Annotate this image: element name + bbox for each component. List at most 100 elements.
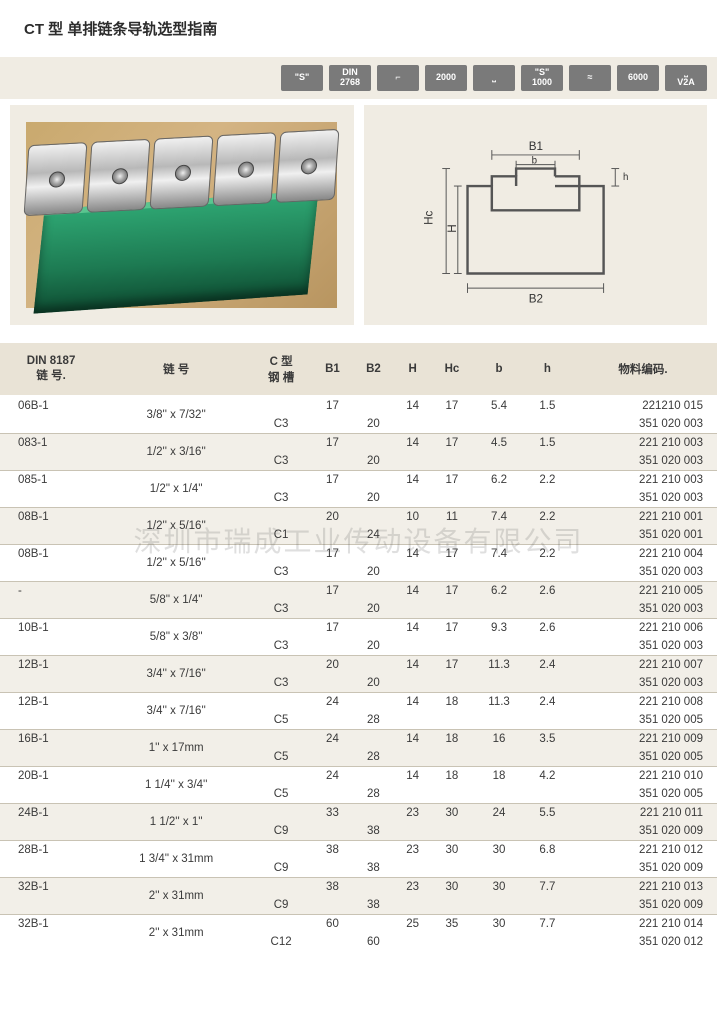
table-cell bbox=[472, 600, 525, 619]
table-cell: 5.5 bbox=[526, 804, 569, 823]
table-cell: 17 bbox=[431, 471, 472, 490]
table-cell: 3/4'' x 7/16'' bbox=[102, 656, 250, 693]
table-cell bbox=[526, 785, 569, 804]
table-cell bbox=[472, 748, 525, 767]
table-cell bbox=[526, 489, 569, 508]
table-cell bbox=[394, 415, 432, 434]
table-cell bbox=[312, 526, 353, 545]
table-cell bbox=[526, 600, 569, 619]
table-cell bbox=[394, 637, 432, 656]
table-cell: 221 210 005 bbox=[569, 582, 717, 601]
table-row: 06B-13/8'' x 7/32''1714175.41.5221210 01… bbox=[0, 396, 717, 415]
table-cell: 17 bbox=[431, 619, 472, 638]
chain-link bbox=[276, 129, 340, 203]
chain-link bbox=[87, 138, 151, 212]
dim-label-b1: B1 bbox=[528, 140, 542, 153]
table-cell: 20 bbox=[353, 674, 394, 693]
table-cell bbox=[353, 582, 394, 601]
table-cell bbox=[0, 785, 102, 804]
table-cell bbox=[250, 841, 312, 860]
table-cell bbox=[353, 767, 394, 786]
table-header-cell: 链 号 bbox=[102, 343, 250, 396]
table-cell: C5 bbox=[250, 748, 312, 767]
table-cell bbox=[431, 637, 472, 656]
table-cell: 32B-1 bbox=[0, 915, 102, 934]
table-cell bbox=[472, 859, 525, 878]
table-cell bbox=[394, 859, 432, 878]
table-cell: 221 210 004 bbox=[569, 545, 717, 564]
table-cell bbox=[0, 526, 102, 545]
table-cell: 351 020 003 bbox=[569, 600, 717, 619]
table-cell bbox=[472, 452, 525, 471]
table-cell: 221 210 007 bbox=[569, 656, 717, 675]
table-cell: 7.7 bbox=[526, 878, 569, 897]
table-cell: 351 020 012 bbox=[569, 933, 717, 951]
table-cell: 2.2 bbox=[526, 508, 569, 527]
table-cell: 17 bbox=[312, 471, 353, 490]
table-cell: 1/2'' x 3/16'' bbox=[102, 434, 250, 471]
table-cell: 351 020 009 bbox=[569, 859, 717, 878]
table-cell: 1/2'' x 1/4'' bbox=[102, 471, 250, 508]
table-cell bbox=[472, 785, 525, 804]
table-cell: 221 210 001 bbox=[569, 508, 717, 527]
table-cell: 221 210 013 bbox=[569, 878, 717, 897]
table-cell: 18 bbox=[431, 767, 472, 786]
table-cell: 30 bbox=[472, 841, 525, 860]
table-cell: 3/8'' x 7/32'' bbox=[102, 396, 250, 434]
table-cell: C12 bbox=[250, 933, 312, 951]
table-cell: 221 210 006 bbox=[569, 619, 717, 638]
table-cell bbox=[312, 600, 353, 619]
table-cell: 221 210 003 bbox=[569, 434, 717, 453]
table-cell bbox=[250, 471, 312, 490]
table-cell bbox=[353, 508, 394, 527]
table-cell: C9 bbox=[250, 859, 312, 878]
table-cell: 20 bbox=[312, 508, 353, 527]
table-cell: 083-1 bbox=[0, 434, 102, 453]
table-row: 28B-11 3/4'' x 31mm382330306.8221 210 01… bbox=[0, 841, 717, 860]
table-header-cell: B2 bbox=[353, 343, 394, 396]
product-photo bbox=[22, 118, 341, 312]
table-cell bbox=[0, 415, 102, 434]
table-cell: 18 bbox=[431, 730, 472, 749]
page-title: CT 型 单排链条导轨选型指南 bbox=[0, 0, 717, 57]
spec-badge: ⌐ bbox=[377, 65, 419, 91]
table-cell: 24 bbox=[353, 526, 394, 545]
dimension-diagram: B1 b h Hc H B2 bbox=[376, 118, 695, 312]
table-cell bbox=[472, 933, 525, 951]
table-cell: 2.6 bbox=[526, 619, 569, 638]
table-cell: 16 bbox=[472, 730, 525, 749]
table-cell bbox=[472, 415, 525, 434]
table-cell: 1'' x 17mm bbox=[102, 730, 250, 767]
table-cell: 351 020 009 bbox=[569, 896, 717, 915]
table-cell bbox=[431, 859, 472, 878]
table-cell: 351 020 005 bbox=[569, 711, 717, 730]
chain-link bbox=[213, 132, 277, 206]
table-cell: 14 bbox=[394, 434, 432, 453]
table-header-cell: B1 bbox=[312, 343, 353, 396]
spec-badge: ⎵V2A bbox=[665, 65, 707, 91]
table-cell: 30 bbox=[472, 915, 525, 934]
table-cell: 30 bbox=[472, 878, 525, 897]
table-cell bbox=[0, 859, 102, 878]
table-cell: 24 bbox=[472, 804, 525, 823]
table-cell bbox=[312, 415, 353, 434]
table-cell: 2.4 bbox=[526, 693, 569, 712]
table-cell bbox=[312, 711, 353, 730]
table-cell: 08B-1 bbox=[0, 508, 102, 527]
table-cell bbox=[353, 656, 394, 675]
table-cell bbox=[472, 637, 525, 656]
table-cell bbox=[353, 915, 394, 934]
table-cell: 28 bbox=[353, 785, 394, 804]
table-cell: 1 3/4'' x 31mm bbox=[102, 841, 250, 878]
spec-badge: 6000 bbox=[617, 65, 659, 91]
table-cell: 17 bbox=[431, 396, 472, 415]
spec-badge: ⎵ bbox=[473, 65, 515, 91]
table-header-cell: b bbox=[472, 343, 525, 396]
table-cell bbox=[0, 674, 102, 693]
table-row: 08B-11/2'' x 5/16''1714177.42.2221 210 0… bbox=[0, 545, 717, 564]
table-cell bbox=[353, 730, 394, 749]
table-cell: 60 bbox=[353, 933, 394, 951]
table-cell bbox=[526, 452, 569, 471]
table-cell bbox=[526, 526, 569, 545]
table-cell bbox=[431, 822, 472, 841]
